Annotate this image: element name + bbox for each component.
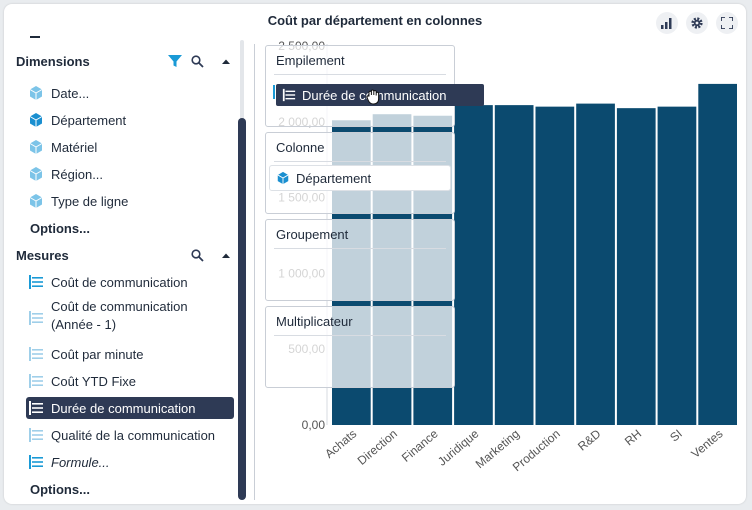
- cube-icon: [29, 86, 43, 100]
- measure-icon: [282, 88, 296, 102]
- dimension-item[interactable]: Région...: [26, 163, 103, 185]
- bar-marketing[interactable]: [494, 105, 534, 426]
- x-tick-label: RH: [622, 427, 644, 449]
- dimensions-options-link[interactable]: Options...: [30, 221, 90, 236]
- panel-divider: [254, 44, 255, 500]
- measure-item[interactable]: Coût par minute: [26, 343, 144, 365]
- x-tick-label: Direction: [355, 427, 400, 468]
- dimension-item[interactable]: Matériel: [26, 136, 97, 158]
- cube-icon: [29, 167, 43, 181]
- formula-item[interactable]: Formule...: [26, 451, 110, 473]
- x-tick-label: SI: [667, 427, 685, 445]
- measure-item[interactable]: Qualité de la communication: [26, 424, 215, 446]
- scrolled-text-fragment: [30, 32, 40, 38]
- measure-icon: [29, 428, 43, 442]
- field-list-sidebar: Dimensions Date... Département Matériel …: [4, 30, 252, 504]
- fullscreen-button[interactable]: [716, 12, 738, 34]
- colonne-field-chip[interactable]: Département: [269, 165, 451, 191]
- cube-icon: [277, 171, 289, 185]
- grab-cursor-icon: [366, 89, 380, 105]
- cube-icon: [29, 194, 43, 208]
- settings-button[interactable]: [686, 12, 708, 34]
- search-icon[interactable]: [191, 55, 204, 68]
- bar-r-d[interactable]: [576, 103, 615, 425]
- x-tick-label: R&D: [575, 426, 604, 453]
- search-icon[interactable]: [191, 249, 204, 262]
- collapse-dimensions-icon[interactable]: [221, 58, 231, 66]
- sidebar-scrollbar[interactable]: [238, 40, 246, 500]
- measure-icon: [29, 347, 43, 361]
- measure-item[interactable]: Coût de communication: [26, 271, 188, 293]
- gear-icon: [691, 17, 703, 29]
- bar-production[interactable]: [535, 106, 575, 425]
- x-tick-label: Ventes: [688, 427, 725, 461]
- bar-ventes[interactable]: [698, 83, 737, 426]
- y-tick-label: 0,00: [302, 418, 326, 432]
- measure-item[interactable]: Coût de communication (Année - 1): [26, 298, 188, 338]
- measure-item[interactable]: Coût YTD Fixe: [26, 370, 136, 392]
- dropzone-multiplicateur[interactable]: Multiplicateur: [265, 306, 455, 388]
- cube-icon: [29, 113, 43, 127]
- x-tick-label: Finance: [399, 426, 441, 464]
- filter-icon[interactable]: [168, 54, 182, 68]
- bar-si[interactable]: [657, 106, 697, 425]
- dimension-item[interactable]: Date...: [26, 82, 89, 104]
- dimension-item[interactable]: Type de ligne: [26, 190, 128, 212]
- collapse-mesures-icon[interactable]: [221, 252, 231, 260]
- measure-icon: [29, 311, 43, 325]
- chart-title: Coût par département en colonnes: [267, 13, 483, 28]
- dimensions-section-title: Dimensions: [16, 54, 90, 69]
- cube-icon: [29, 140, 43, 154]
- bar-chart-icon: [661, 18, 672, 29]
- measure-icon: [29, 374, 43, 388]
- dashboard-widget: Coût par département en colonnes Dimensi…: [4, 4, 746, 504]
- dimension-item[interactable]: Département: [26, 109, 126, 131]
- measure-item-selected[interactable]: Durée de communication: [26, 397, 234, 419]
- mesures-options-link[interactable]: Options...: [30, 482, 90, 497]
- chart-type-button[interactable]: [656, 12, 678, 34]
- measure-icon: [29, 275, 43, 289]
- scrollbar-thumb[interactable]: [238, 118, 246, 500]
- x-tick-label: Achats: [322, 427, 359, 461]
- measure-icon: [29, 455, 43, 469]
- mesures-section-title: Mesures: [16, 248, 69, 263]
- bar-juridique[interactable]: [454, 105, 493, 426]
- bar-rh[interactable]: [616, 108, 656, 425]
- dropzone-groupement[interactable]: Groupement: [265, 219, 455, 301]
- measure-icon: [29, 401, 43, 415]
